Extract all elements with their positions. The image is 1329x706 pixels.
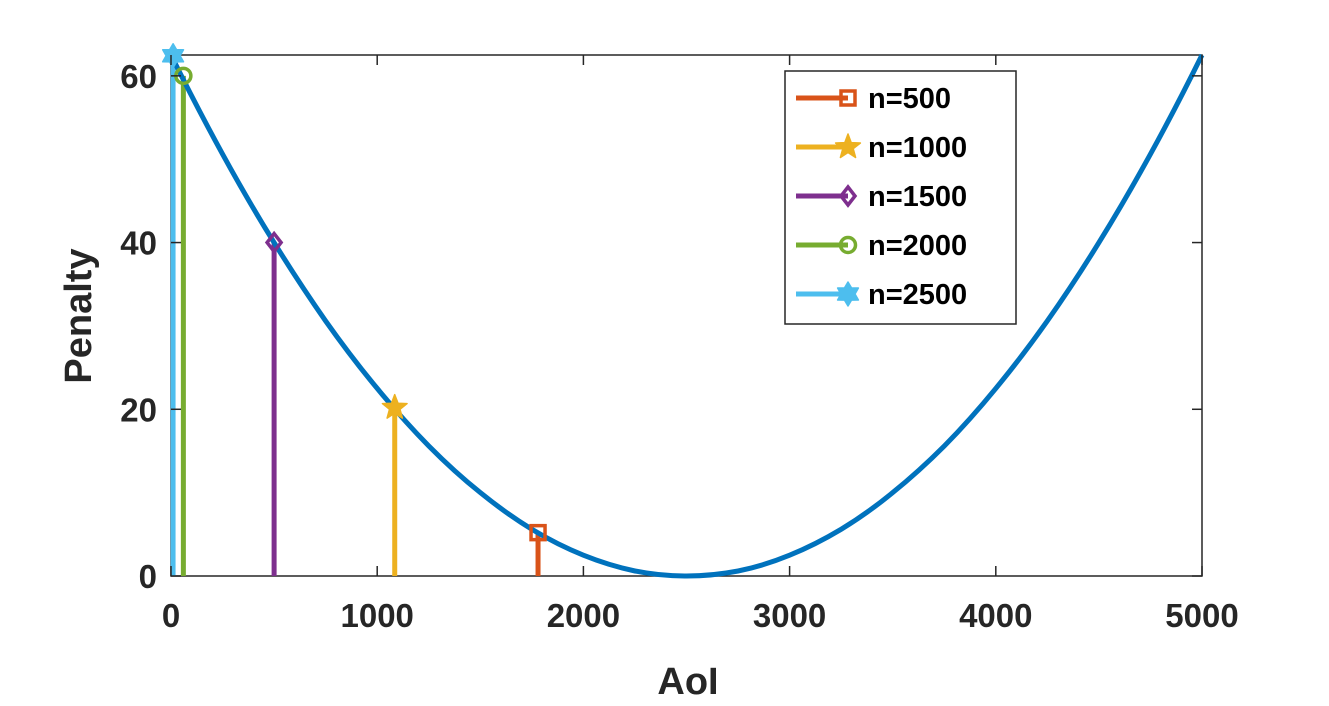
legend-label-0: n=500 (868, 83, 951, 115)
legend-marker-1 (834, 133, 862, 159)
legend-marker-2 (838, 184, 858, 208)
y-tick-labels: 0 20 40 60 (120, 58, 157, 595)
x-tick-label-0: 0 (162, 597, 180, 634)
x-tick-label-2: 2000 (547, 597, 620, 634)
legend-label-4: n=2500 (868, 279, 967, 311)
legend-marker-0 (839, 89, 857, 107)
x-tick-label-3: 3000 (753, 597, 826, 634)
penalty-curve (168, 53, 1205, 579)
legend-label-3: n=2000 (868, 230, 967, 262)
plot-box (170, 54, 1203, 577)
legend-label-1: n=1000 (868, 132, 967, 164)
y-tick-label-3: 60 (120, 58, 157, 95)
ticks (170, 55, 1203, 577)
x-axis-label: AoI (657, 661, 718, 703)
legend: n=500 n=1000 n=1500 n=2000 n=2500 (784, 70, 1017, 325)
x-tick-labels: 0 1000 2000 3000 4000 5000 (162, 597, 1239, 634)
plot-area (170, 54, 1203, 577)
y-axis-label: Penalty (58, 248, 100, 383)
markers (161, 43, 547, 542)
legend-marker-4 (836, 281, 860, 307)
x-tick-label-4: 4000 (959, 597, 1032, 634)
stems (170, 55, 541, 576)
x-tick-label-5: 5000 (1165, 597, 1238, 634)
x-tick-label-1: 1000 (340, 597, 413, 634)
legend-label-2: n=1500 (868, 181, 967, 213)
marker-0 (529, 523, 547, 542)
legend-marker-3 (838, 235, 858, 255)
y-tick-label-1: 20 (120, 391, 157, 428)
marker-4 (161, 43, 185, 69)
marker-2 (264, 230, 284, 255)
y-tick-label-0: 0 (139, 558, 157, 595)
y-tick-label-2: 40 (120, 225, 157, 262)
marker-1 (381, 393, 408, 419)
